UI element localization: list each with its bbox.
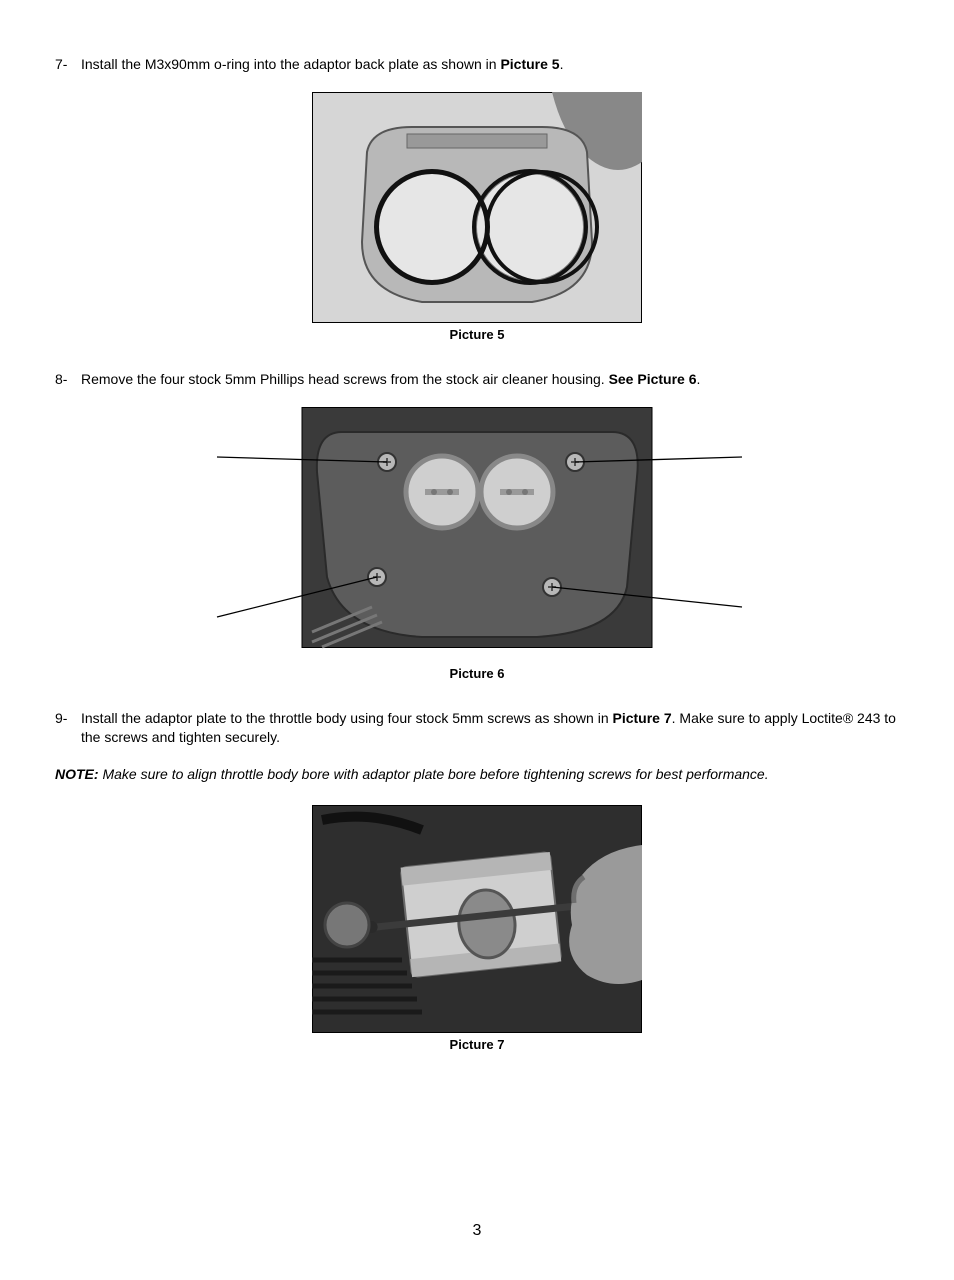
step-7-text-post: . (560, 56, 564, 72)
step-9-number: 9- (55, 709, 81, 747)
picture-6-image (197, 407, 757, 662)
step-9-body: Install the adaptor plate to the throttl… (81, 709, 899, 747)
step-8-number: 8- (55, 370, 81, 389)
step-8-body: Remove the four stock 5mm Phillips head … (81, 370, 899, 389)
step-7-body: Install the M3x90mm o-ring into the adap… (81, 55, 899, 74)
figure-6: Picture 6 (55, 407, 899, 681)
step-7-bold: Picture 5 (500, 56, 559, 72)
note: NOTE: Make sure to align throttle body b… (55, 765, 899, 784)
page-number: 3 (55, 1222, 899, 1240)
step-7-text-pre: Install the M3x90mm o-ring into the adap… (81, 56, 500, 72)
figure-7: Picture 7 (55, 805, 899, 1052)
step-7-number: 7- (55, 55, 81, 74)
picture-7-image (312, 805, 642, 1033)
step-8: 8- Remove the four stock 5mm Phillips he… (55, 370, 899, 389)
picture-5-image (312, 92, 642, 323)
step-7: 7- Install the M3x90mm o-ring into the a… (55, 55, 899, 74)
note-text: Make sure to align throttle body bore wi… (99, 766, 769, 782)
picture-5-caption: Picture 5 (55, 327, 899, 342)
note-label: NOTE: (55, 766, 99, 782)
step-9: 9- Install the adaptor plate to the thro… (55, 709, 899, 747)
step-8-text-post: . (697, 371, 701, 387)
step-8-text-pre: Remove the four stock 5mm Phillips head … (81, 371, 609, 387)
step-9-bold: Picture 7 (613, 710, 672, 726)
picture-7-caption: Picture 7 (55, 1037, 899, 1052)
picture-6-caption: Picture 6 (55, 666, 899, 681)
step-8-bold: See Picture 6 (609, 371, 697, 387)
figure-5: Picture 5 (55, 92, 899, 342)
step-9-text-pre: Install the adaptor plate to the throttl… (81, 710, 613, 726)
